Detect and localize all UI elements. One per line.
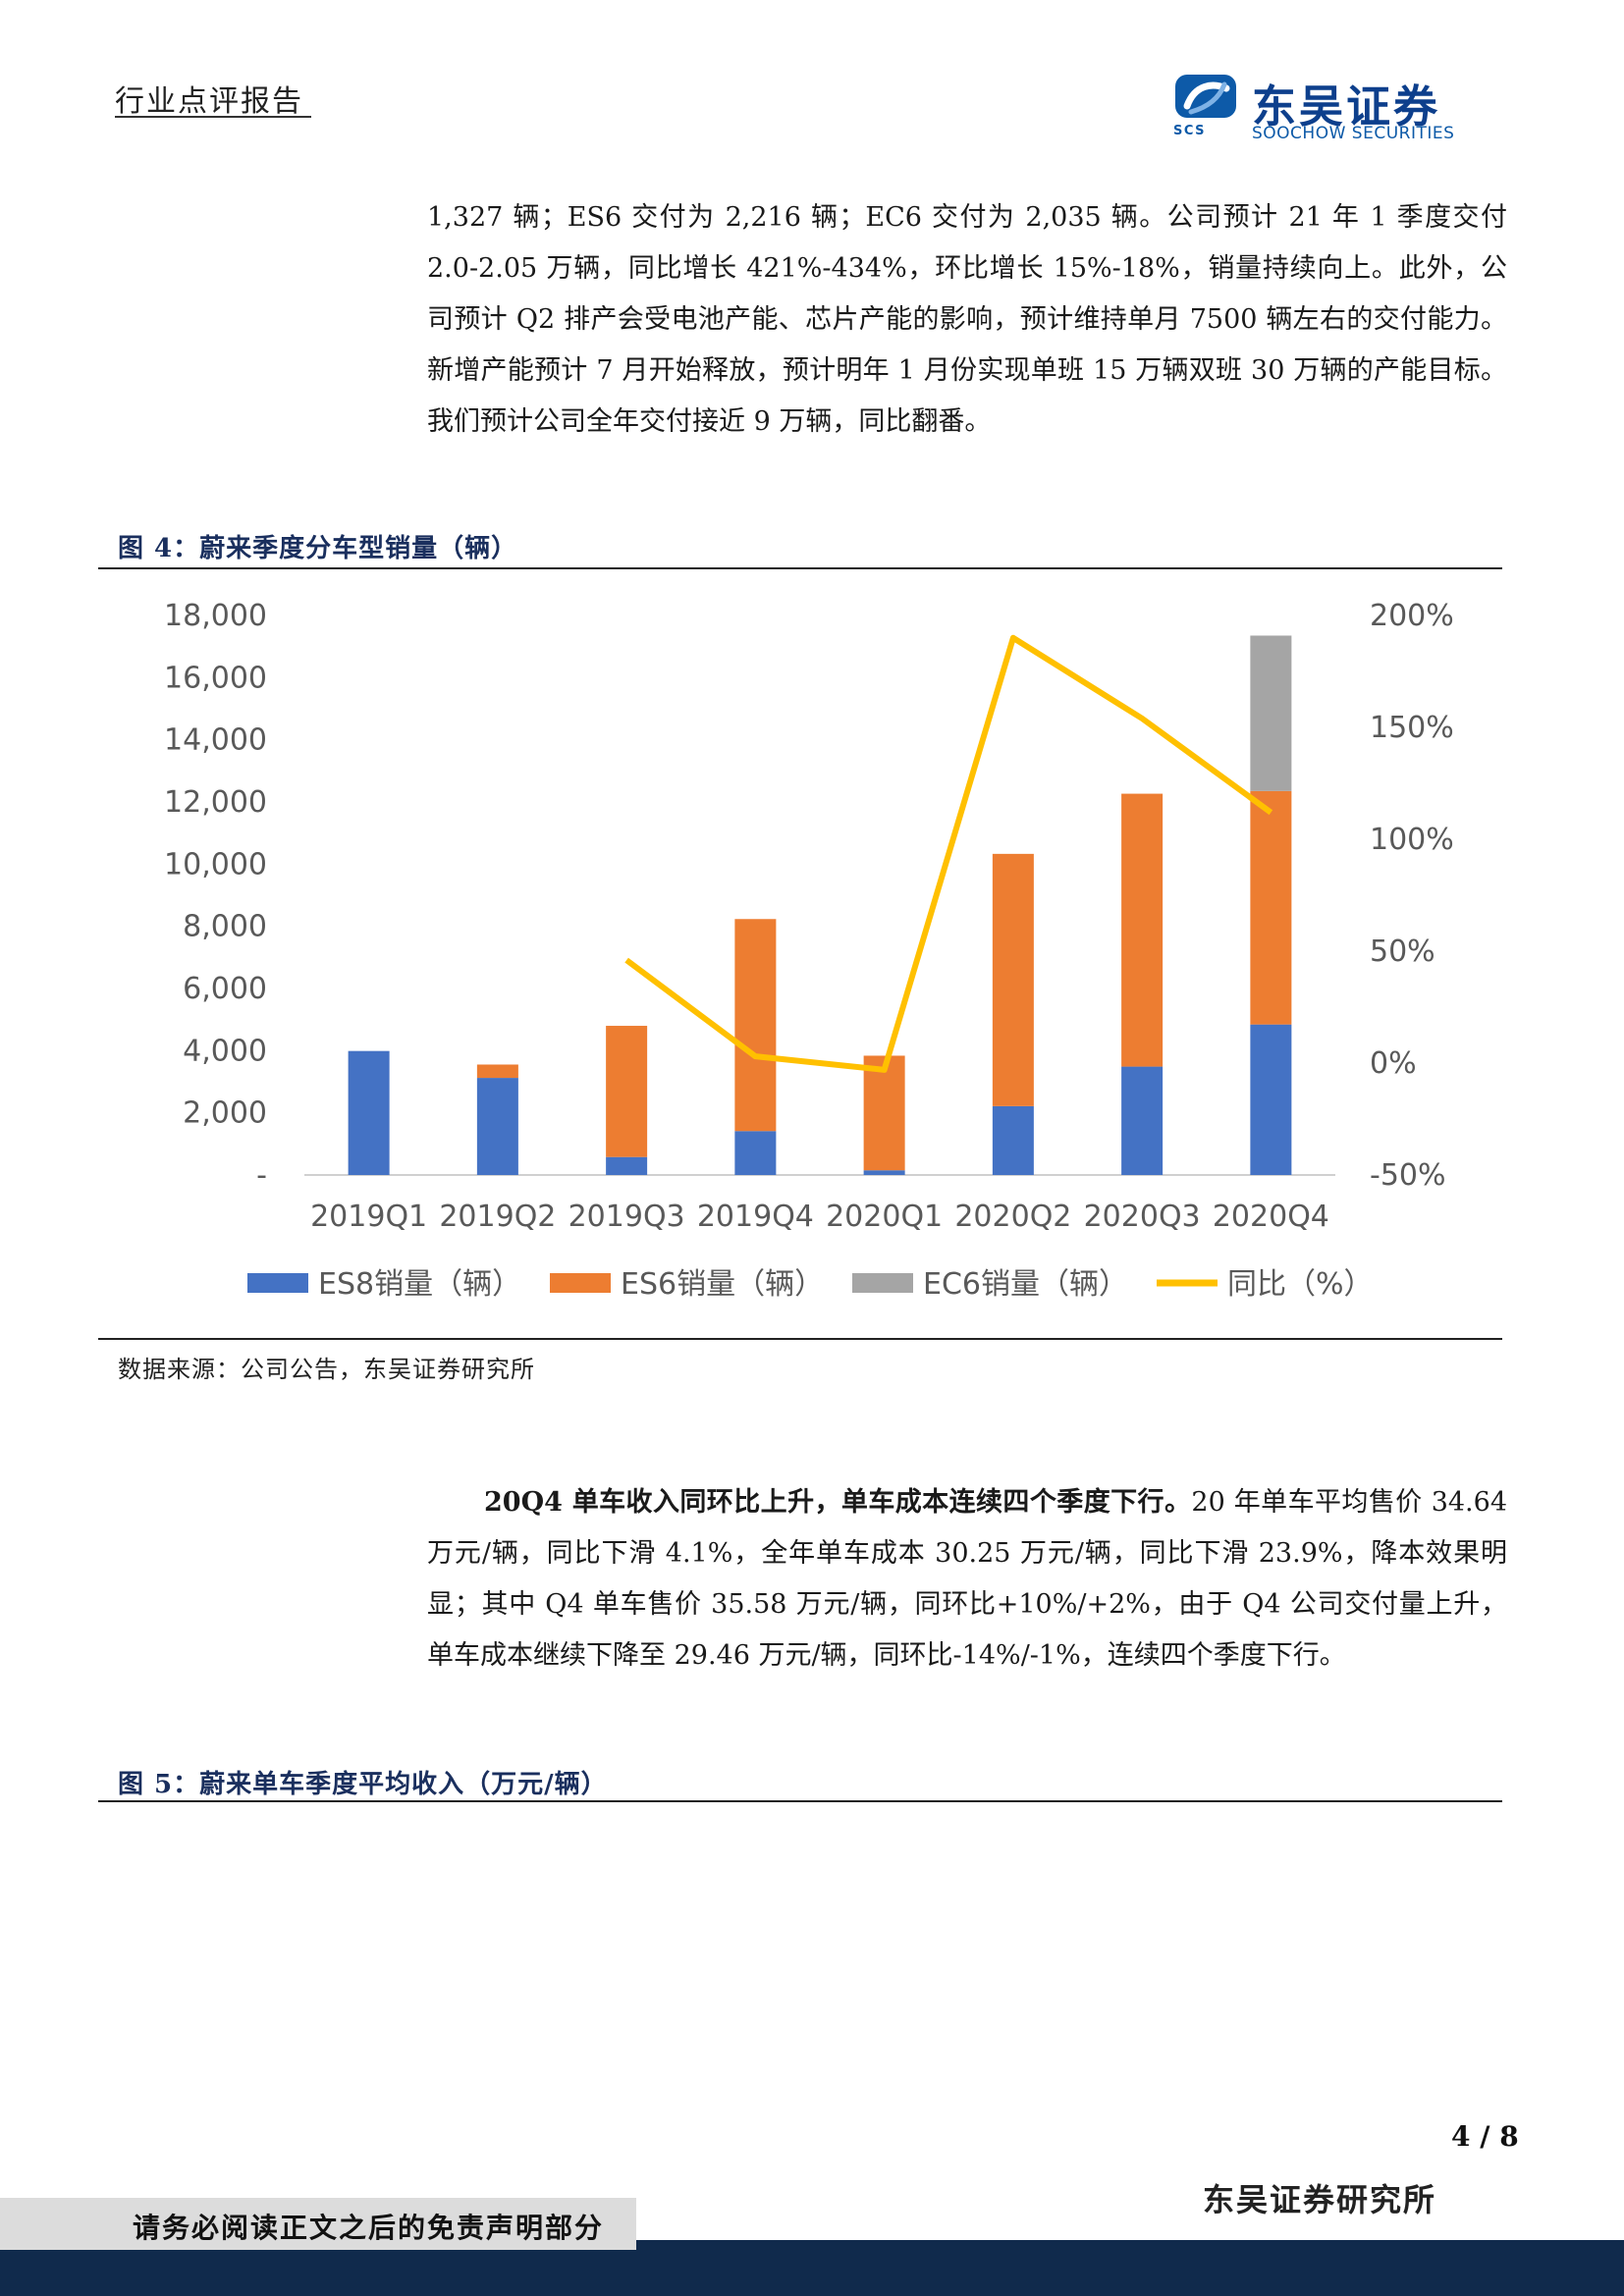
right-tick-label: 50%: [1370, 934, 1435, 969]
legend-label: ES8销量（辆）: [318, 1267, 521, 1302]
legend-swatch: [247, 1273, 308, 1293]
left-tick-label: 6,000: [183, 972, 267, 1006]
right-tick-label: 0%: [1370, 1046, 1417, 1081]
bar-segment-series-0: [476, 1078, 518, 1175]
legend-label: 同比（%）: [1227, 1267, 1374, 1302]
category-label: 2019Q3: [568, 1200, 685, 1234]
logo-english-name: SOOCHOW SECURITIES: [1252, 124, 1455, 143]
left-tick-label: 4,000: [183, 1034, 267, 1068]
bar-segment-series-0: [348, 1050, 390, 1175]
bar-series: [348, 635, 1292, 1175]
bar-segment-series-1: [1121, 793, 1164, 1067]
category-label: 2020Q4: [1213, 1200, 1329, 1234]
figure-4-top-rule: [98, 567, 1502, 569]
legend-label: EC6销量（辆）: [923, 1267, 1128, 1302]
logo-chinese-name: 东吴证券: [1252, 80, 1441, 133]
left-tick-label: 2,000: [183, 1096, 267, 1131]
body-paragraph-1: 1,327 辆；ES6 交付为 2,216 辆；EC6 交付为 2,035 辆。…: [427, 202, 1507, 437]
paragraph-2-lead: 20Q4 单车收入同环比上升，单车成本连续四个季度下行。: [484, 1487, 1192, 1518]
bar-segment-series-0: [1250, 1024, 1292, 1175]
footer-disclaimer: 请务必阅读正文之后的免责声明部分: [133, 2212, 605, 2244]
left-tick-label: 14,000: [164, 723, 267, 758]
left-tick-label: 10,000: [164, 847, 267, 881]
body-paragraph-2: 20Q4 单车收入同环比上升，单车成本连续四个季度下行。20 年单车平均售价 3…: [427, 1477, 1507, 1682]
paragraph-2-text: 20 年单车平均售价 34.64 万元/辆，同比下滑 4.1%，全年单车成本 3…: [427, 1487, 1507, 1671]
scs-logo-icon: [1175, 75, 1236, 118]
category-label: 2020Q1: [826, 1200, 943, 1234]
left-tick-label: 18,000: [164, 599, 267, 633]
right-tick-label: 200%: [1370, 599, 1454, 633]
left-tick-label: -: [256, 1158, 267, 1193]
figure-4-title: 图 4：蔚来季度分车型销量（辆）: [118, 534, 518, 563]
left-axis-ticks: - 2,000 4,000 6,000 8,000 10,000 12,000 14,000 1…: [164, 599, 267, 1193]
bar-segment-series-0: [734, 1131, 777, 1175]
right-tick-label: 100%: [1370, 823, 1454, 857]
category-label: 2019Q1: [310, 1200, 427, 1234]
category-labels: 2019Q1 2019Q2 2019Q3 2019Q4 2020Q1 2020Q2 2020…: [310, 1200, 1329, 1234]
bar-segment-series-1: [476, 1064, 518, 1079]
bar-segment-series-1: [992, 853, 1034, 1106]
figure-5-top-rule: [98, 1800, 1502, 1802]
right-axis-ticks: -50% 0% 50% 100% 150% 200%: [1370, 599, 1454, 1193]
category-label: 2019Q4: [697, 1200, 814, 1234]
footer-institute: 东吴证券研究所: [1203, 2181, 1437, 2218]
bar-segment-series-0: [863, 1170, 905, 1175]
page-number: 4 / 8: [1451, 2120, 1519, 2153]
left-tick-label: 8,000: [183, 910, 267, 944]
chart-legend: ES8销量（辆） ES6销量（辆） EC6销量（辆） 同比（%）: [247, 1267, 1374, 1302]
legend-swatch: [550, 1273, 611, 1293]
header-underline: [115, 116, 311, 118]
bar-segment-series-1: [734, 919, 777, 1132]
soochow-logo: 东吴证券 SCS SOOCHOW SECURITIES: [1173, 71, 1497, 149]
bar-segment-series-1: [606, 1026, 648, 1157]
document-type-label: 行业点评报告: [115, 84, 303, 119]
footer-disclaimer-box: [0, 2198, 636, 2250]
right-tick-label: -50%: [1370, 1158, 1446, 1193]
left-tick-label: 12,000: [164, 785, 267, 820]
legend-swatch: [852, 1273, 913, 1293]
logo-abbreviation: SCS: [1173, 124, 1207, 138]
right-tick-label: 150%: [1370, 711, 1454, 745]
bar-segment-series-0: [992, 1105, 1034, 1175]
figure-5-title: 图 5：蔚来单车季度平均收入（万元/辆）: [118, 1770, 608, 1799]
bar-segment-series-0: [1121, 1066, 1164, 1175]
left-tick-label: 16,000: [164, 661, 267, 695]
bar-segment-series-1: [863, 1055, 905, 1171]
legend-label: ES6销量（辆）: [621, 1267, 824, 1302]
figure-4-bottom-rule: [98, 1338, 1502, 1340]
category-label: 2019Q2: [439, 1200, 556, 1234]
category-label: 2020Q2: [954, 1200, 1071, 1234]
bar-segment-series-0: [606, 1156, 648, 1175]
figure-4-source: 数据来源：公司公告，东吴证券研究所: [118, 1356, 535, 1383]
bar-segment-series-1: [1250, 790, 1292, 1025]
yoy-line: [624, 634, 1273, 1073]
category-label: 2020Q3: [1084, 1200, 1201, 1234]
bar-segment-series-2: [1250, 635, 1292, 791]
quarterly-sales-chart: - 2,000 4,000 6,000 8,000 10,000 12,000 14,000 1…: [164, 599, 1454, 1302]
